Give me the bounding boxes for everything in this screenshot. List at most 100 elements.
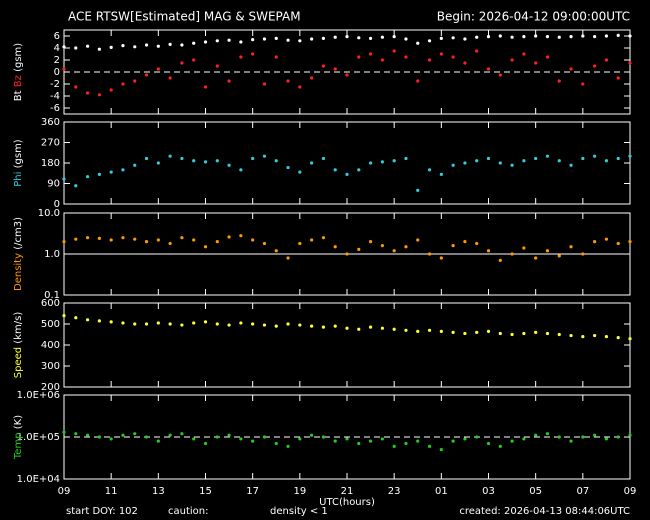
y-tick-label: -2 [50,79,60,90]
y-tick-label: 200 [41,382,60,393]
y-tick-label: 270 [41,138,60,149]
start-doy: start DOY: 102 [66,506,138,517]
data-point [215,159,219,163]
data-point [392,49,396,53]
data-point [192,238,196,242]
data-point [180,323,184,327]
data-point [215,240,219,244]
data-point [192,321,196,325]
data-point [156,321,160,325]
data-point [109,320,113,324]
data-point [522,246,526,250]
data-point [510,252,514,256]
data-point [262,241,267,246]
data-point [168,433,172,437]
data-point [380,437,384,441]
data-point [239,55,243,59]
data-point [168,154,172,158]
y-tick-label: 1.0E+05 [17,432,60,443]
y-axis-unit: (/cm3) [13,217,24,250]
data-point [168,76,172,80]
data-point [404,441,408,446]
data-point [62,240,66,244]
data-point [156,439,160,443]
x-tick-label: 19 [293,486,306,497]
data-point [203,245,208,249]
y-tick-label: 360 [41,117,60,128]
data-point [239,40,243,44]
data-point [545,55,550,59]
data-point [345,252,349,256]
data-point [510,163,514,167]
data-point [97,93,101,97]
data-point [522,331,526,336]
data-point [522,35,526,39]
data-point [345,73,349,77]
data-point [121,236,125,240]
y-tick-label: 4 [54,43,60,54]
data-point [133,322,137,326]
legend-entry: Speed [13,347,24,378]
data-point [345,437,349,441]
data-point [404,328,408,332]
y-axis-unit: (gsm) [13,43,24,72]
y-tick-label: 1.0E+04 [17,474,60,485]
data-point [368,52,373,56]
data-point [534,256,538,260]
data-point [427,168,432,172]
data-point [557,159,561,163]
data-point [298,170,302,174]
data-point [310,324,314,328]
y-tick-label: 1.0 [44,249,60,260]
data-point [298,39,302,43]
y-tick-label: 2 [54,55,60,66]
data-point [227,433,231,437]
data-point [262,323,267,327]
data-point [109,88,113,92]
data-point [581,34,585,38]
data-point [321,156,326,161]
data-point [475,435,479,439]
data-point [581,335,585,339]
data-point [180,432,184,436]
data-point [451,55,455,59]
data-point [109,238,113,242]
data-point [74,237,78,241]
data-point [180,236,184,240]
data-point [251,52,255,56]
data-point [510,35,514,39]
data-point [427,444,432,448]
data-point [227,79,231,83]
data-point [239,168,243,172]
data-point [593,240,597,244]
data-point [439,256,443,260]
data-point [628,154,632,158]
data-point [62,67,66,71]
data-point [545,249,550,253]
data-point [298,437,302,441]
data-point [121,433,125,437]
y-tick-label: 0 [54,199,60,210]
data-point [274,36,278,41]
data-point [380,58,384,62]
data-point [427,58,432,62]
data-point [62,430,66,434]
data-point [74,432,78,436]
data-point [74,316,78,320]
data-point [427,252,432,256]
data-point [463,240,467,244]
chart-title: ACE RTSW[Estimated] MAG & SWEPAM [68,10,301,24]
x-tick-label: 13 [152,486,165,497]
data-point [85,236,90,240]
y-tick-label: -6 [50,103,60,114]
data-point [380,160,384,164]
data-point [85,91,90,95]
data-point [628,433,632,437]
y-axis-label: Temp (K) [13,415,24,460]
data-point [451,163,455,167]
x-axis-label: UTC(hours) [319,497,375,508]
data-point [569,333,573,338]
data-point [486,441,491,446]
data-point [545,432,550,436]
y-tick-label: -4 [50,91,60,102]
